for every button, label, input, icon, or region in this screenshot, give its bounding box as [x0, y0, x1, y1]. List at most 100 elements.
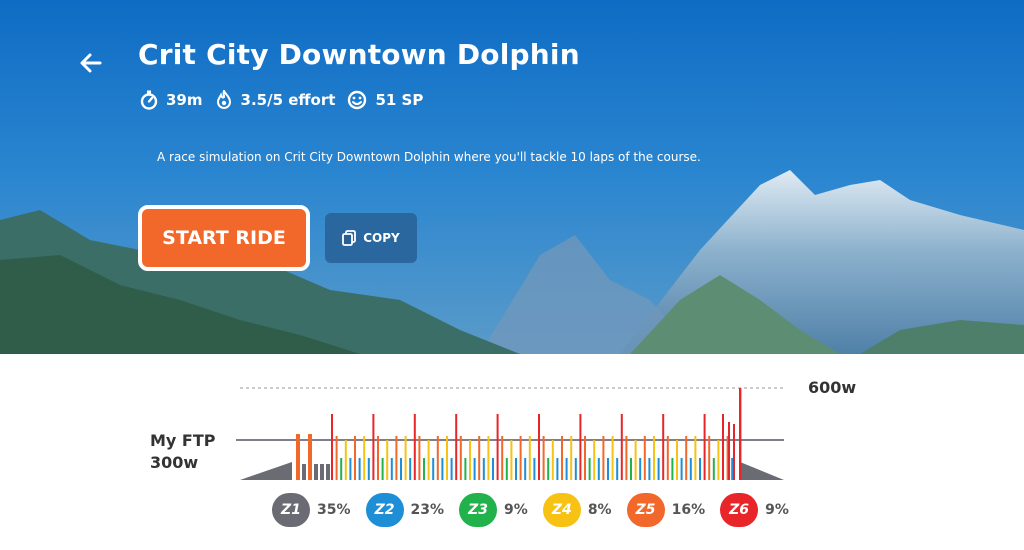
interval-bar [671, 458, 674, 480]
interval-bar [538, 414, 540, 480]
interval-bar [427, 440, 430, 480]
interval-bar [643, 436, 646, 480]
interval-bar [561, 436, 563, 480]
interval-bar [496, 414, 499, 480]
interval-bar [625, 436, 628, 480]
workout-description: A race simulation on Crit City Downtown … [157, 150, 701, 164]
interval-bar [689, 458, 692, 480]
interval-bar [579, 414, 582, 480]
mountain-scenery [0, 0, 1024, 354]
interval-bar [607, 458, 609, 480]
max-power-label: 600w [808, 378, 857, 397]
interval-bar [459, 436, 462, 480]
interval-bar [409, 458, 412, 480]
interval-bar [602, 436, 605, 480]
interval-bar [446, 436, 448, 480]
interval-bar [423, 458, 425, 480]
interval-bar [680, 458, 683, 480]
interval-bar [634, 440, 637, 480]
zone-item-z3: Z3 9% [459, 493, 528, 527]
interval-bar [482, 458, 485, 480]
zone-badge-z5: Z5 [626, 493, 665, 527]
start-ride-button[interactable]: START RIDE [138, 205, 310, 271]
interval-bar [685, 436, 688, 480]
interval-bar [296, 434, 300, 480]
interval-bar [320, 464, 324, 480]
interval-bar [441, 458, 444, 480]
interval-bar [501, 436, 504, 480]
zone-badge-z2: Z2 [365, 493, 404, 527]
interval-bar [519, 436, 522, 480]
zone-percent-z1: 35% [317, 502, 351, 518]
interval-bar [367, 458, 370, 480]
interval-bar [377, 436, 379, 480]
interval-bar [708, 436, 711, 480]
copy-icon [342, 230, 357, 246]
interval-bar [731, 458, 734, 480]
interval-bar [450, 458, 453, 480]
arrow-left-icon [80, 53, 102, 73]
effort-stat: 3.5/5 effort [215, 90, 336, 110]
interval-bar [418, 436, 421, 480]
interval-bar [653, 436, 655, 480]
interval-bar [551, 440, 554, 480]
interval-bar [726, 436, 729, 480]
interval-bar [542, 436, 545, 480]
interval-bar [372, 414, 375, 480]
interval-bar [464, 458, 467, 480]
interval-bar [400, 458, 402, 480]
interval-bar [574, 458, 577, 480]
interval-bar [717, 440, 720, 480]
interval-bar [381, 458, 384, 480]
effort-value: 3.5/5 effort [240, 91, 336, 109]
interval-bar [386, 440, 389, 480]
interval-bar [436, 436, 439, 480]
interval-bar [349, 458, 352, 480]
interval-bar [331, 414, 333, 480]
interval-bar [473, 458, 476, 480]
interval-bar [728, 422, 730, 480]
interval-bar [413, 414, 416, 480]
workout-power-chart [236, 387, 784, 480]
interval-bar [363, 436, 366, 480]
interval-bar [712, 458, 715, 480]
interval-bar [584, 436, 586, 480]
interval-bar [358, 458, 361, 480]
workout-title: Crit City Downtown Dolphin [138, 38, 580, 71]
interval-bar [597, 458, 600, 480]
interval-bar [404, 436, 407, 480]
flame-icon [216, 90, 231, 109]
interval-bar [616, 458, 619, 480]
ftp-value: 300w [150, 453, 199, 472]
interval-bar [340, 458, 343, 480]
zone-badge-z6: Z6 [720, 493, 759, 527]
interval-bar [699, 458, 701, 480]
interval-bar [593, 440, 596, 480]
interval-bar [739, 388, 742, 480]
zone-percent-z3: 9% [504, 502, 528, 518]
interval-bar [676, 440, 678, 480]
warmup-ramp [240, 462, 292, 480]
cooldown-ramp [740, 462, 784, 480]
interval-bars [240, 388, 784, 480]
interval-bar [308, 434, 312, 480]
interval-bar [570, 436, 573, 480]
zone-legend: Z1 35% Z2 23% Z3 9% Z4 8% Z5 16% Z6 9% [272, 492, 804, 528]
interval-bar [487, 436, 490, 480]
interval-bar [335, 436, 338, 480]
interval-bar [432, 458, 435, 480]
interval-bar [657, 458, 660, 480]
ftp-title: My FTP [150, 431, 216, 450]
duration-stat: 39m [140, 90, 203, 110]
ftp-label: My FTP 300w [150, 430, 216, 474]
zone-percent-z4: 8% [587, 502, 612, 518]
back-button[interactable] [78, 50, 104, 76]
interval-bar [611, 436, 614, 480]
interval-bar [703, 414, 706, 480]
interval-bar [510, 440, 513, 480]
zone-item-z5: Z5 16% [626, 493, 705, 527]
stopwatch-icon [140, 90, 158, 110]
copy-button[interactable]: COPY [325, 213, 417, 263]
interval-bar [722, 414, 724, 480]
interval-bar [344, 440, 347, 480]
